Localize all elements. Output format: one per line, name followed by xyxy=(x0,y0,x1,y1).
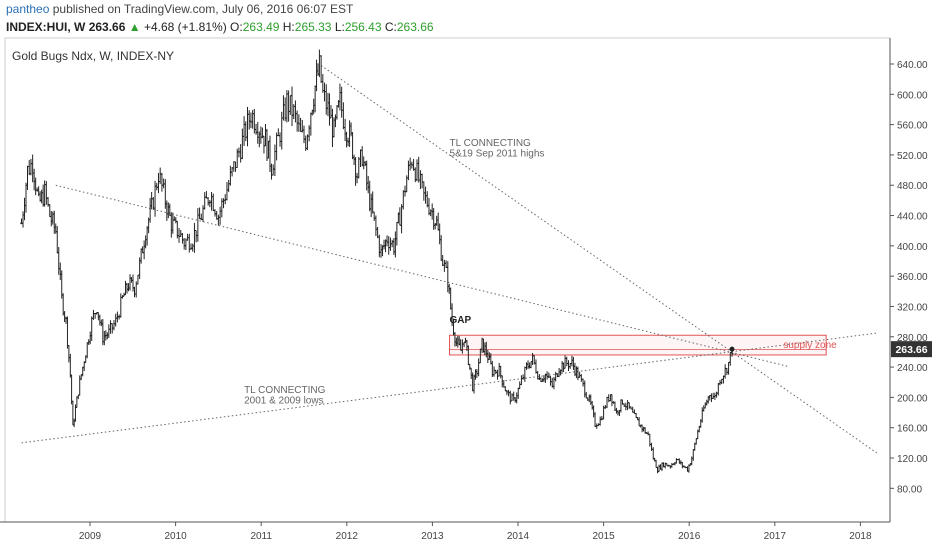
chart-title: Gold Bugs Ndx, W, INDEX-NY xyxy=(12,49,174,63)
open-value: 263.49 xyxy=(242,20,280,34)
x-tick-label: 2013 xyxy=(421,531,444,542)
ohlc-line: INDEX:HUI, W 263.66 ▲ +4.68 (+1.81%) O:2… xyxy=(6,20,434,34)
y-tick-label: 120.00 xyxy=(897,454,928,465)
x-tick-label: 2009 xyxy=(79,531,102,542)
chart-annotation: supply zone xyxy=(783,340,837,351)
up-arrow-icon: ▲ xyxy=(128,20,141,34)
y-tick-label: 480.00 xyxy=(897,181,928,192)
close-value: 263.66 xyxy=(396,20,434,34)
published-text: published on TradingView.com, July 06, 2… xyxy=(52,2,354,16)
y-tick-label: 600.00 xyxy=(897,90,928,101)
y-tick-label: 240.00 xyxy=(897,363,928,374)
x-tick-label: 2015 xyxy=(592,531,615,542)
y-tick-label: 280.00 xyxy=(897,333,928,344)
y-tick-label: 80.00 xyxy=(897,484,922,495)
chart-annotation: 2001 & 2009 lows xyxy=(244,395,324,406)
trendline-highs[interactable] xyxy=(320,65,878,454)
y-tick-label: 640.00 xyxy=(897,60,928,71)
x-tick-label: 2010 xyxy=(164,531,187,542)
last-price-marker xyxy=(729,346,735,352)
symbol-label: INDEX:HUI, W xyxy=(6,20,86,34)
y-tick-label: 160.00 xyxy=(897,424,928,435)
y-tick-label: 400.00 xyxy=(897,242,928,253)
price-change: +4.68 (+1.81%) xyxy=(143,20,227,34)
last-price-label: 263.66 xyxy=(895,344,927,356)
last-price-label-bg xyxy=(891,341,932,358)
y-tick-label: 520.00 xyxy=(897,151,928,162)
chart-annotation: 5&19 Sep 2011 highs xyxy=(450,148,545,159)
y-tick-label: 560.00 xyxy=(897,121,928,132)
chart-annotation: TL CONNECTING xyxy=(244,385,326,396)
publisher-line: pantheo published on TradingView.com, Ju… xyxy=(6,2,353,16)
y-tick-label: 200.00 xyxy=(897,393,928,404)
open-label: O: xyxy=(230,20,243,34)
x-tick-label: 2016 xyxy=(678,531,701,542)
low-label: L: xyxy=(334,20,345,34)
high-value: 265.33 xyxy=(294,20,332,34)
last-price: 263.66 xyxy=(88,20,126,34)
chart-annotation: GAP xyxy=(450,315,472,326)
x-tick-label: 2012 xyxy=(336,531,359,542)
y-tick-label: 320.00 xyxy=(897,302,928,313)
x-tick-label: 2011 xyxy=(250,531,272,542)
trendline-descending[interactable] xyxy=(55,184,788,367)
supply-zone-box[interactable] xyxy=(449,334,827,356)
chart-annotation: TL CONNECTING xyxy=(450,138,532,149)
publisher-name[interactable]: pantheo xyxy=(6,2,50,16)
low-value: 256.43 xyxy=(344,20,382,34)
x-tick-label: 2018 xyxy=(849,531,872,542)
y-tick-label: 360.00 xyxy=(897,272,928,283)
header-bar: pantheo published on TradingView.com, Ju… xyxy=(0,0,932,38)
x-tick-label: 2014 xyxy=(507,531,530,542)
close-label: C: xyxy=(384,20,397,34)
high-label: H: xyxy=(282,20,295,34)
x-tick-label: 2017 xyxy=(764,531,787,542)
y-tick-label: 440.00 xyxy=(897,212,928,223)
